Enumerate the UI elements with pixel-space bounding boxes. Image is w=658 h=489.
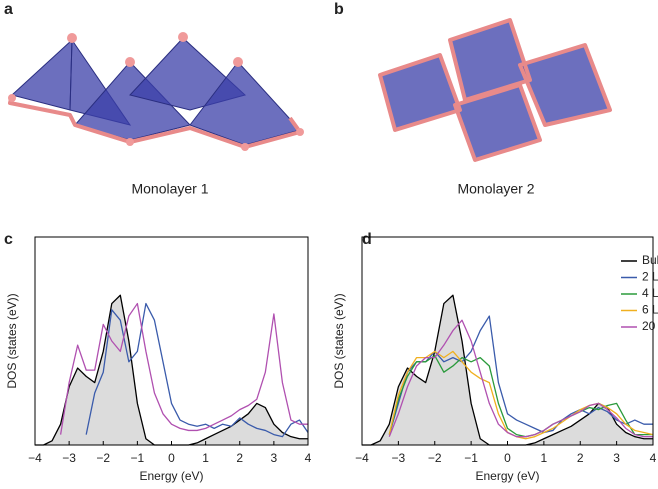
line — [85, 302, 309, 438]
area — [35, 295, 308, 445]
edge — [448, 18, 532, 102]
x-tick-label: 3 — [613, 451, 620, 465]
line — [388, 350, 654, 440]
atom — [241, 143, 249, 151]
x-tick-label: 3 — [271, 451, 278, 465]
legend-label: Bulk — [642, 253, 658, 267]
pyramid — [10, 38, 73, 111]
y-axis-label: DOS (states (eV)) — [332, 293, 346, 388]
x-tick-label: −2 — [428, 451, 442, 465]
x-tick-label: 1 — [541, 451, 548, 465]
legend-label: 20 Layers — [642, 319, 658, 333]
caption: Monolayer 2 — [457, 181, 534, 197]
panel-a: a Monolayer 1 — [4, 1, 304, 197]
panel-letter: b — [334, 1, 344, 18]
x-tick-label: 2 — [236, 451, 243, 465]
area — [362, 295, 653, 445]
edge — [518, 43, 612, 127]
line — [388, 354, 653, 438]
x-tick-label: 0 — [168, 451, 175, 465]
x-axis-label: Energy (eV) — [139, 469, 203, 483]
x-tick-label: −3 — [392, 451, 406, 465]
panel-letter: c — [4, 231, 13, 248]
legend-label: 2 Layers — [642, 270, 658, 284]
caption: Monolayer 1 — [131, 181, 208, 197]
line — [59, 302, 308, 435]
x-tick-label: −2 — [96, 451, 110, 465]
x-tick-label: −1 — [464, 451, 478, 465]
x-tick-label: 2 — [577, 451, 584, 465]
x-tick-label: −4 — [355, 451, 369, 465]
panel-b: b Monolayer 2 — [334, 1, 612, 197]
x-tick-label: 4 — [650, 451, 657, 465]
atom — [296, 128, 304, 136]
x-tick-label: −4 — [28, 451, 42, 465]
atom — [126, 138, 134, 146]
panel-letter: a — [4, 1, 13, 18]
atom — [67, 33, 77, 43]
legend-label: 4 Layers — [642, 286, 658, 300]
x-tick-label: 4 — [305, 451, 312, 465]
legend-label: 6 Layers — [642, 303, 658, 317]
panel-letter: d — [362, 231, 372, 248]
x-tick-label: 1 — [202, 451, 209, 465]
x-tick-label: −1 — [131, 451, 145, 465]
x-tick-label: 0 — [504, 451, 511, 465]
x-axis-label: Energy (eV) — [475, 469, 539, 483]
atom — [8, 94, 16, 102]
edge — [378, 53, 462, 132]
x-tick-label: −3 — [62, 451, 76, 465]
edge — [453, 83, 542, 162]
atom — [233, 57, 243, 67]
atom — [125, 57, 135, 67]
y-axis-label: DOS (states (eV)) — [5, 293, 19, 388]
atom — [178, 32, 188, 42]
line — [388, 319, 653, 438]
